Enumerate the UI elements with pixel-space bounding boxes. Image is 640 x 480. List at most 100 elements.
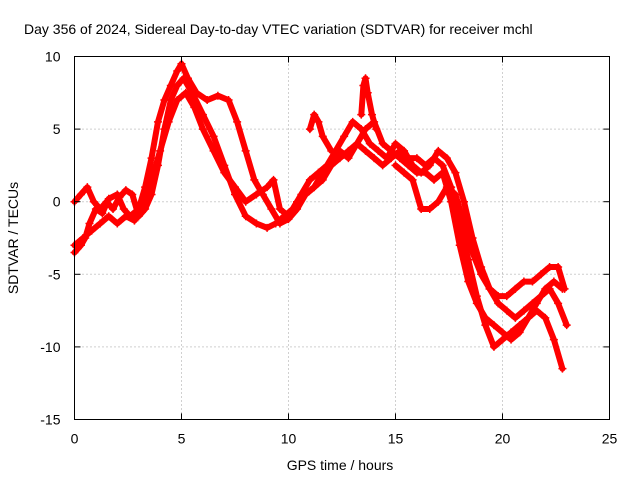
data-point [119,204,128,213]
data-point [147,175,156,184]
data-point [519,277,528,286]
data-point [213,91,222,100]
data-point [156,146,165,155]
series-line-track-5 [306,111,335,154]
data-point [400,168,409,177]
data-point [502,292,511,301]
data-point [209,132,218,141]
data-point [560,284,569,293]
data-point [507,335,516,344]
data-point [361,74,370,83]
data-point [357,110,366,119]
data-point [374,146,383,155]
data-point [558,364,567,373]
data-point [395,146,404,155]
data-point [241,197,250,206]
data-point [318,132,327,141]
data-point [485,284,494,293]
data-point [275,204,284,213]
data-point [524,313,533,322]
data-point [541,284,550,293]
data-point [387,154,396,163]
grid [74,56,610,420]
data-point [314,168,323,177]
data-point [359,81,368,90]
data-point [434,146,443,155]
data-point [314,117,323,126]
data-point [365,139,374,148]
data-point [477,270,486,279]
data-point [310,110,319,119]
data-point [76,190,85,199]
data-point [545,263,554,272]
plot-frame [74,56,610,420]
data-point [494,299,503,308]
data-point [233,117,242,126]
data-point [231,183,239,192]
data-point [263,223,272,232]
x-tick-label: 10 [281,431,297,447]
data-point [434,197,443,206]
data-point [537,270,546,279]
x-tick-label: 25 [602,431,618,447]
data-point [305,175,314,184]
axis-ticks: 0 5 10 15 20 25 -15 -10 -5 0 5 10 [40,49,617,447]
data-point [198,125,207,134]
data-point [554,299,563,308]
data-point [87,226,96,235]
data-point [121,186,130,195]
data-point [190,103,199,112]
data-point [515,321,524,330]
data-point [442,183,451,192]
data-point [179,74,188,83]
data-point [395,154,404,163]
data-point [489,342,498,351]
y-tick-label: 5 [53,121,61,137]
data-point [102,197,111,206]
data-point [408,175,417,184]
data-point [438,161,447,170]
data-point [430,154,439,163]
data-point [252,190,261,199]
data-point [284,212,293,221]
data-point [372,125,381,134]
data-point [378,161,387,170]
data-point [241,146,250,155]
data-point [173,96,182,105]
data-point [549,277,558,286]
data-point [554,263,563,272]
x-tick-label: 5 [178,431,186,447]
data-point [89,197,98,206]
data-point [498,335,507,344]
data-point [220,168,229,177]
data-point [130,216,139,225]
y-tick-label: -10 [40,339,60,355]
data-point [83,183,92,192]
data-point [318,175,327,184]
data-point [357,125,366,134]
data-point [301,190,310,199]
data-point [367,110,376,119]
data-point [305,125,314,134]
data-point [507,328,516,337]
data-point [293,197,302,206]
data-point [344,154,353,163]
data-point [352,139,361,148]
data-point [310,183,319,192]
y-tick-label: -5 [48,266,61,282]
data-point [412,154,421,163]
data-point [489,321,498,330]
data-point [528,277,537,286]
data-point [549,335,558,344]
data-point [541,313,550,322]
x-tick-label: 0 [71,431,79,447]
data-point [109,204,118,213]
data-point [494,292,503,301]
data-point [391,161,400,170]
data-point [459,219,468,228]
data-point [481,321,490,330]
data-point [361,146,370,155]
series-line-track-1 [71,60,566,372]
data-point [263,183,272,192]
chart-title: Day 356 of 2024, Sidereal Day-to-day VTE… [24,21,533,37]
